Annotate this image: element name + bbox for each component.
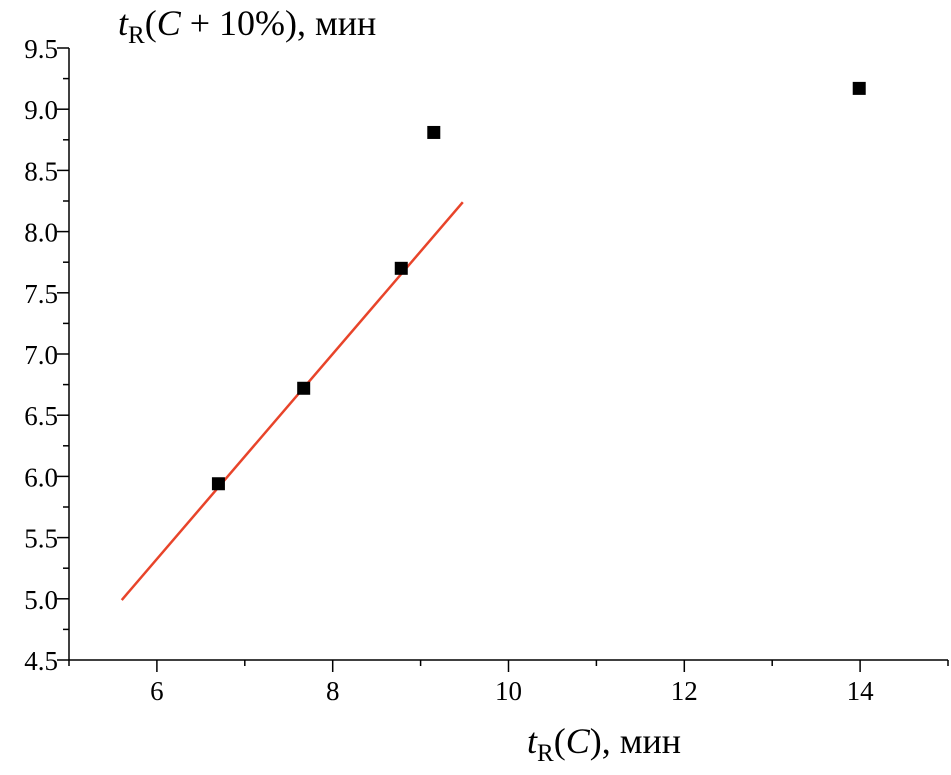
x-tick-label: 12 [671, 676, 698, 706]
data-point-square [394, 261, 408, 275]
y-tick-label: 7.0 [24, 340, 58, 370]
y-axis-title: tR(C + 10%), мин [118, 3, 376, 49]
x-tick-label: 6 [150, 676, 164, 706]
tick-labels: 6 8 10 12 14 4.5 5.0 5.5 6.0 6.5 7.0 7.5 8.0 8.5 9.0 9.… [24, 34, 874, 706]
y-tick-label: 6.0 [24, 462, 58, 492]
series-layer [120, 81, 866, 601]
y-tick-label: 5.0 [24, 585, 58, 615]
y-tick-label: 7.5 [24, 279, 58, 309]
y-tick-label: 5.5 [24, 524, 58, 554]
y-tick-label: 8.5 [24, 156, 58, 186]
x-axis-title: tR(C), мин [527, 721, 681, 767]
x-tick-label: 14 [847, 676, 875, 706]
x-tick-label: 10 [495, 676, 522, 706]
y-tick-label: 8.0 [24, 218, 58, 248]
ticks [57, 47, 949, 672]
data-point-square [427, 125, 441, 139]
axes [68, 48, 948, 661]
x-tick-label: 8 [326, 676, 340, 706]
fit-line [120, 201, 464, 601]
y-tick-label: 6.5 [24, 401, 58, 431]
y-tick-label: 9.5 [24, 34, 58, 64]
y-tick-label: 4.5 [24, 646, 58, 676]
data-point-square [211, 477, 225, 491]
data-point-square [852, 81, 866, 95]
data-point-square [297, 381, 311, 395]
y-tick-label: 9.0 [24, 95, 58, 125]
